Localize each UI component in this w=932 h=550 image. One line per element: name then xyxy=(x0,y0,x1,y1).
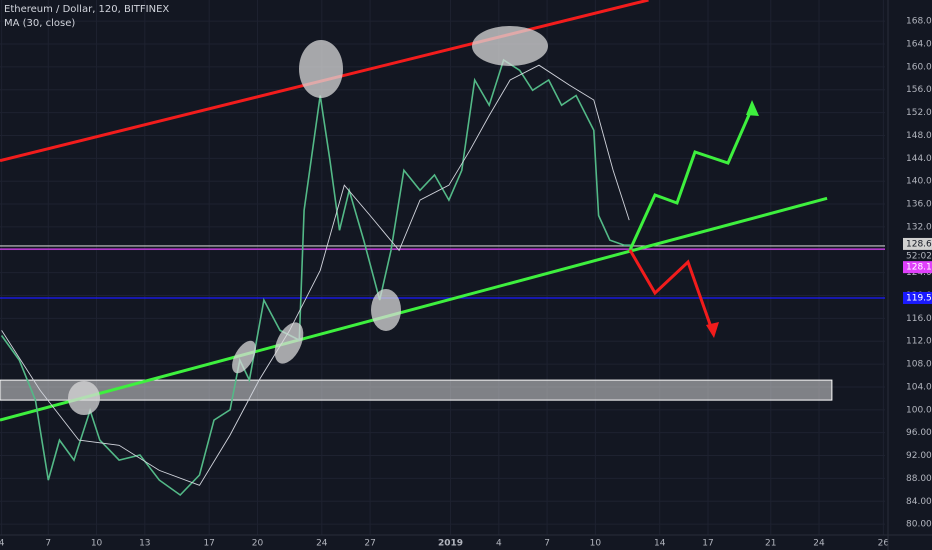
ellipse xyxy=(299,40,343,98)
ellipse xyxy=(371,289,401,331)
x-tick-label: 13 xyxy=(139,539,150,549)
y-tick-label: 164.00 xyxy=(906,40,932,50)
x-tick-label: 7 xyxy=(45,539,51,549)
y-tick-label: 84.00 xyxy=(906,497,932,507)
trendline xyxy=(0,196,828,422)
x-tick-label: 24 xyxy=(813,539,825,549)
y-tick-label: 144.00 xyxy=(906,154,932,164)
price-tag-label: 119.57 xyxy=(906,293,932,303)
annotations xyxy=(68,26,548,415)
y-tick-label: 88.00 xyxy=(906,474,932,484)
y-tick-label: 80.00 xyxy=(906,520,932,530)
price-line xyxy=(0,58,631,497)
chart-title: Ethereum / Dollar, 120, BITFINEX xyxy=(4,4,169,15)
y-tick-label: 168.00 xyxy=(906,17,932,27)
price-tag xyxy=(903,291,932,304)
y-tick-label: 156.00 xyxy=(906,85,932,95)
countdown-tag xyxy=(903,249,932,262)
x-tick-label: 20 xyxy=(252,539,264,549)
down-arrow xyxy=(628,249,714,331)
price-tag-label: 128.11 xyxy=(906,263,932,273)
x-tick-label: 21 xyxy=(765,539,776,549)
x-tick-label: 17 xyxy=(203,539,214,549)
ellipse xyxy=(232,340,256,374)
countdown-label: 52:02 xyxy=(906,251,932,261)
y-tick-label: 112.00 xyxy=(906,337,932,347)
y-tick-label: 136.00 xyxy=(906,200,932,210)
y-tick-label: 92.00 xyxy=(906,451,932,461)
plot xyxy=(0,0,885,497)
x-tick-label: 7 xyxy=(544,539,550,549)
x-tick-label: 14 xyxy=(654,539,666,549)
price-tag xyxy=(903,261,932,274)
x-tick-label: 26 xyxy=(878,539,890,549)
y-tick-label: 96.00 xyxy=(906,428,932,438)
y-tick-label: 104.00 xyxy=(906,382,932,392)
support-zone xyxy=(0,379,833,401)
arrowhead xyxy=(706,322,719,338)
ma-line xyxy=(1,64,630,486)
indicator-label: MA (30, close) xyxy=(4,18,75,29)
ellipse xyxy=(274,322,304,364)
grid xyxy=(0,0,885,535)
price-tag xyxy=(903,237,932,250)
y-tick-label: 116.00 xyxy=(906,314,932,324)
x-tick-label: 24 xyxy=(316,539,328,549)
x-tick-label: 4 xyxy=(496,539,502,549)
price-tag-label: 128.67 xyxy=(906,239,932,249)
x-tick-label: 10 xyxy=(590,539,602,549)
x-tick-label: 4 xyxy=(0,539,5,549)
ellipse xyxy=(68,381,100,415)
y-tick-label: 148.00 xyxy=(906,131,932,141)
y-tick-label: 100.00 xyxy=(906,405,932,415)
x-tick-label: 10 xyxy=(91,539,103,549)
x-tick-label: 17 xyxy=(702,539,713,549)
ellipse xyxy=(472,26,548,66)
y-tick-label: 152.00 xyxy=(906,108,932,118)
y-tick-label: 132.00 xyxy=(906,222,932,232)
y-tick-label: 140.00 xyxy=(906,177,932,187)
x-tick-label: 27 xyxy=(364,539,375,549)
x-tick-label: 2019 xyxy=(438,539,463,549)
up-arrow xyxy=(628,107,754,251)
y-tick-label: 160.00 xyxy=(906,62,932,72)
y-tick-label: 108.00 xyxy=(906,360,932,370)
arrowhead xyxy=(746,100,759,116)
